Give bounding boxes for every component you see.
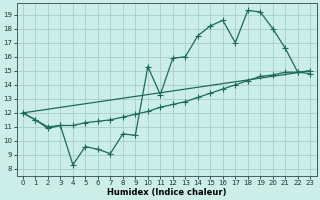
X-axis label: Humidex (Indice chaleur): Humidex (Indice chaleur) xyxy=(107,188,226,197)
